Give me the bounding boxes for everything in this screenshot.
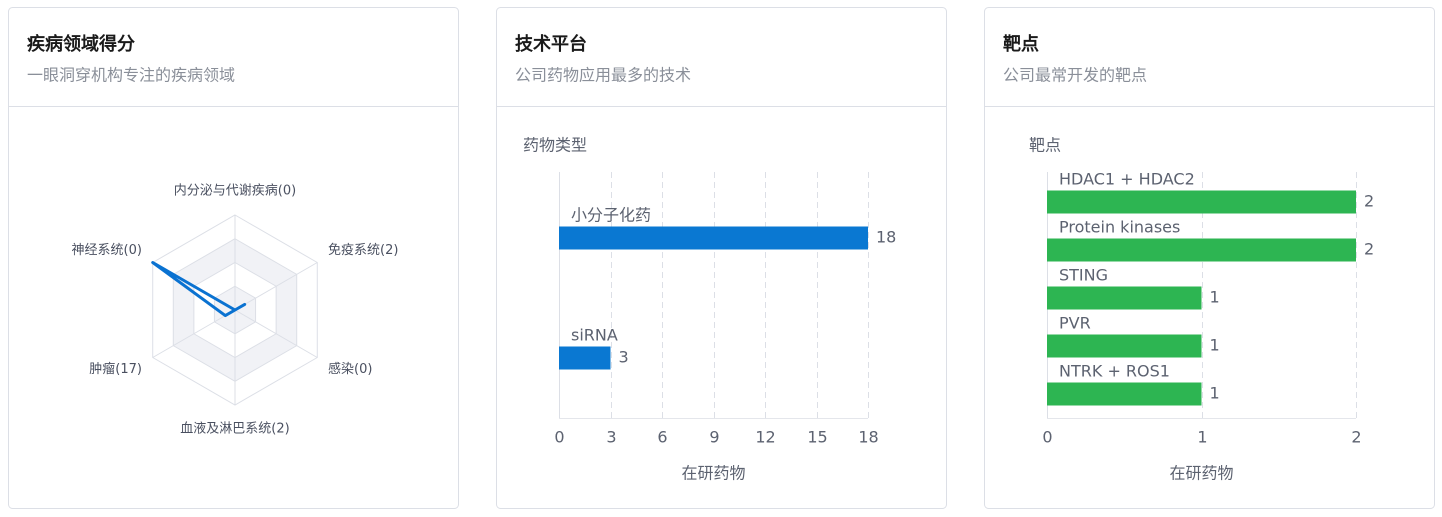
card-subtitle: 公司最常开发的靶点 (1003, 66, 1147, 85)
y-axis-title: 药物类型 (523, 136, 587, 155)
radar-label: 内分泌与代谢疾病(0) (174, 183, 296, 199)
value-label: 18 (876, 228, 896, 247)
x-axis-title: 在研药物 (681, 464, 745, 483)
radar-spoke (152, 309, 236, 358)
value-label: 2 (1364, 192, 1374, 211)
radar-label: 感染(0) (328, 361, 372, 377)
bar-category: NTRK + ROS1 (1059, 362, 1170, 381)
bar (1047, 190, 1356, 214)
bar-category: PVR (1059, 314, 1091, 333)
bar (1047, 286, 1202, 310)
value-label: 1 (1210, 336, 1220, 355)
bar-category: 小分子化药 (571, 206, 651, 225)
radar-label: 免疫系统(2) (328, 242, 398, 258)
bar-category: Protein kinases (1059, 218, 1180, 237)
x-tick-label: 9 (709, 428, 719, 447)
radar-spoke (234, 309, 318, 358)
x-axis-title: 在研药物 (1169, 464, 1233, 483)
card-title: 疾病领域得分 (27, 33, 135, 55)
x-tick-label: 6 (657, 428, 667, 447)
radar-label: 血液及淋巴系统(2) (180, 422, 289, 437)
card-title: 技术平台 (515, 33, 587, 55)
x-tick-label: 0 (554, 428, 564, 447)
radar-label: 神经系统(0) (72, 243, 142, 258)
card-subtitle: 一眼洞穿机构专注的疾病领域 (27, 66, 235, 85)
x-tick-label: 18 (858, 428, 878, 447)
x-tick-label: 0 (1042, 428, 1052, 447)
bar-category: HDAC1 + HDAC2 (1059, 170, 1195, 189)
value-label: 1 (1210, 288, 1220, 307)
radar-area (151, 261, 247, 318)
radar-spoke (234, 262, 318, 311)
bar (559, 226, 868, 250)
bar (1047, 238, 1356, 262)
card (496, 7, 947, 509)
bar (559, 346, 611, 370)
x-tick-label: 15 (807, 428, 827, 447)
value-label: 3 (619, 348, 629, 367)
x-tick-label: 12 (755, 428, 775, 447)
bar (1047, 334, 1202, 358)
radar-label: 肿瘤(17) (89, 361, 142, 377)
card-subtitle: 公司药物应用最多的技术 (515, 66, 691, 85)
value-label: 2 (1364, 240, 1374, 259)
x-tick-label: 1 (1197, 428, 1207, 447)
x-tick-label: 2 (1351, 428, 1361, 447)
x-tick-label: 3 (606, 428, 616, 447)
bar-category: siRNA (571, 326, 618, 345)
card-title: 靶点 (1003, 33, 1039, 55)
bar-category: STING (1059, 266, 1108, 285)
y-axis-title: 靶点 (1029, 136, 1061, 155)
bar (1047, 382, 1202, 406)
value-label: 1 (1210, 384, 1220, 403)
